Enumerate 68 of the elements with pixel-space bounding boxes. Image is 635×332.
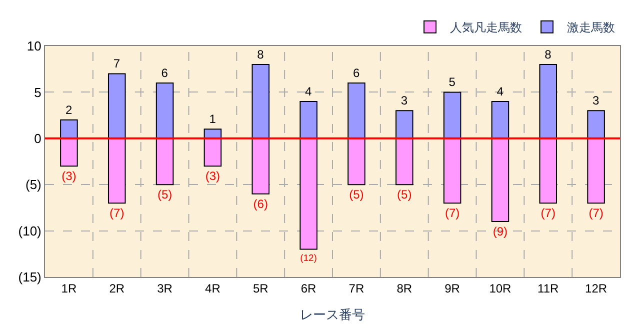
x-tick-label: 2R xyxy=(109,281,125,296)
bar xyxy=(156,138,174,186)
x-tick-label: 1R xyxy=(61,281,77,296)
bar xyxy=(108,138,126,204)
x-tick-label: 3R xyxy=(157,281,173,296)
bar xyxy=(60,119,78,139)
bar xyxy=(156,82,174,139)
data-label: 6 xyxy=(161,66,168,80)
y-tick-label: 5 xyxy=(34,84,42,100)
bar xyxy=(60,138,78,167)
data-label: (5) xyxy=(397,188,412,202)
data-label: (6) xyxy=(253,196,268,211)
y-tick-label: 10 xyxy=(26,38,42,54)
bar xyxy=(443,92,462,139)
bar xyxy=(539,138,558,204)
bar xyxy=(443,138,462,204)
data-label: 4 xyxy=(305,84,312,98)
data-label: 7 xyxy=(113,56,120,71)
bar xyxy=(587,110,605,139)
bar xyxy=(539,64,558,139)
x-axis-title: レース番号 xyxy=(300,307,365,322)
legend-label: 激走馬数 xyxy=(567,20,615,35)
data-label: (3) xyxy=(205,169,220,184)
data-label: 4 xyxy=(496,84,504,98)
bar xyxy=(204,138,222,167)
data-label: 8 xyxy=(257,47,264,62)
data-label: (7) xyxy=(110,206,124,220)
x-tick-label: 9R xyxy=(444,281,460,296)
x-tick-label: 4R xyxy=(205,281,221,296)
bar xyxy=(395,138,414,186)
bar xyxy=(252,64,270,139)
x-tick-label: 11R xyxy=(538,281,560,296)
bar xyxy=(300,100,318,139)
x-tick-label: 10R xyxy=(489,281,512,296)
data-label: 8 xyxy=(544,47,552,62)
data-label: 2 xyxy=(65,102,72,117)
y-tick-label: (5) xyxy=(26,177,42,192)
x-tick-label: 6R xyxy=(300,281,317,296)
data-label: 3 xyxy=(400,94,408,108)
x-tick-label: 5R xyxy=(252,281,269,296)
data-label: (7) xyxy=(588,206,604,220)
data-label: (3) xyxy=(62,169,76,184)
bar xyxy=(252,138,270,194)
data-label: 3 xyxy=(592,94,600,108)
bar xyxy=(491,138,510,222)
data-label: (12) xyxy=(300,252,317,263)
data-label: 5 xyxy=(448,75,456,90)
bar xyxy=(348,138,366,186)
bar xyxy=(395,110,414,139)
x-tick-label: 12R xyxy=(585,281,608,296)
data-label: (9) xyxy=(492,224,508,239)
x-tick-label: 7R xyxy=(348,281,364,296)
data-label: (5) xyxy=(157,188,172,202)
y-tick-label: (10) xyxy=(18,223,42,238)
data-label: (5) xyxy=(349,188,364,202)
x-tick-label: 8R xyxy=(396,281,412,296)
y-tick-label: (15) xyxy=(18,270,42,285)
legend-label: 人気凡走馬数 xyxy=(450,20,522,35)
y-tick-label: 0 xyxy=(34,130,42,146)
bar xyxy=(348,82,366,139)
bar xyxy=(587,138,605,204)
bar xyxy=(300,138,318,250)
data-label: (7) xyxy=(444,206,460,220)
data-label: (7) xyxy=(540,206,556,220)
data-label: 6 xyxy=(352,66,360,80)
data-label: 1 xyxy=(209,112,216,126)
bar xyxy=(108,73,126,139)
bar xyxy=(491,100,510,139)
